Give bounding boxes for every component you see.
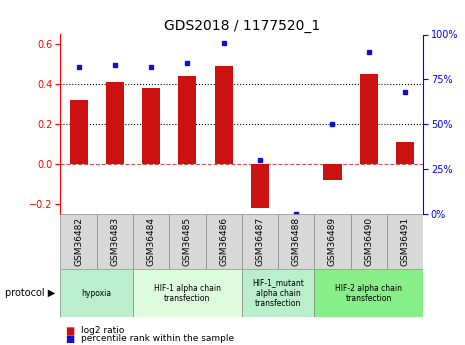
FancyBboxPatch shape [169,214,206,269]
Bar [142,88,160,164]
Bar [324,164,341,180]
Text: HIF-1_mutant
alpha chain
transfection: HIF-1_mutant alpha chain transfection [252,278,304,308]
FancyBboxPatch shape [242,214,278,269]
Text: GSM36484: GSM36484 [146,217,156,266]
FancyBboxPatch shape [351,214,387,269]
FancyBboxPatch shape [242,269,314,317]
Bar [70,100,87,164]
Text: GSM36491: GSM36491 [400,217,410,266]
Bar [360,75,378,164]
Bar [396,142,414,164]
FancyBboxPatch shape [133,269,242,317]
Text: ■: ■ [65,334,74,344]
FancyBboxPatch shape [314,269,423,317]
Text: GSM36483: GSM36483 [110,217,120,266]
Text: ■: ■ [65,326,74,335]
Text: GSM36482: GSM36482 [74,217,83,266]
FancyBboxPatch shape [60,269,133,317]
FancyBboxPatch shape [133,214,169,269]
Text: hypoxia: hypoxia [82,289,112,298]
FancyBboxPatch shape [206,214,242,269]
Text: GSM36487: GSM36487 [255,217,265,266]
Text: GSM36489: GSM36489 [328,217,337,266]
Bar [179,76,196,164]
Text: percentile rank within the sample: percentile rank within the sample [81,334,234,343]
Text: HIF-1 alpha chain
transfection: HIF-1 alpha chain transfection [154,284,221,303]
Text: GSM36490: GSM36490 [364,217,373,266]
Text: GSM36488: GSM36488 [292,217,301,266]
Text: HIF-2 alpha chain
transfection: HIF-2 alpha chain transfection [335,284,402,303]
Bar [251,164,269,208]
FancyBboxPatch shape [278,214,314,269]
Text: GSM36486: GSM36486 [219,217,228,266]
FancyBboxPatch shape [60,214,97,269]
FancyBboxPatch shape [97,214,133,269]
Bar [106,82,124,164]
FancyBboxPatch shape [387,214,423,269]
Title: GDS2018 / 1177520_1: GDS2018 / 1177520_1 [164,19,320,33]
Text: GSM36485: GSM36485 [183,217,192,266]
FancyBboxPatch shape [314,214,351,269]
Text: protocol ▶: protocol ▶ [5,288,55,298]
Bar [215,66,233,164]
Text: log2 ratio: log2 ratio [81,326,125,335]
